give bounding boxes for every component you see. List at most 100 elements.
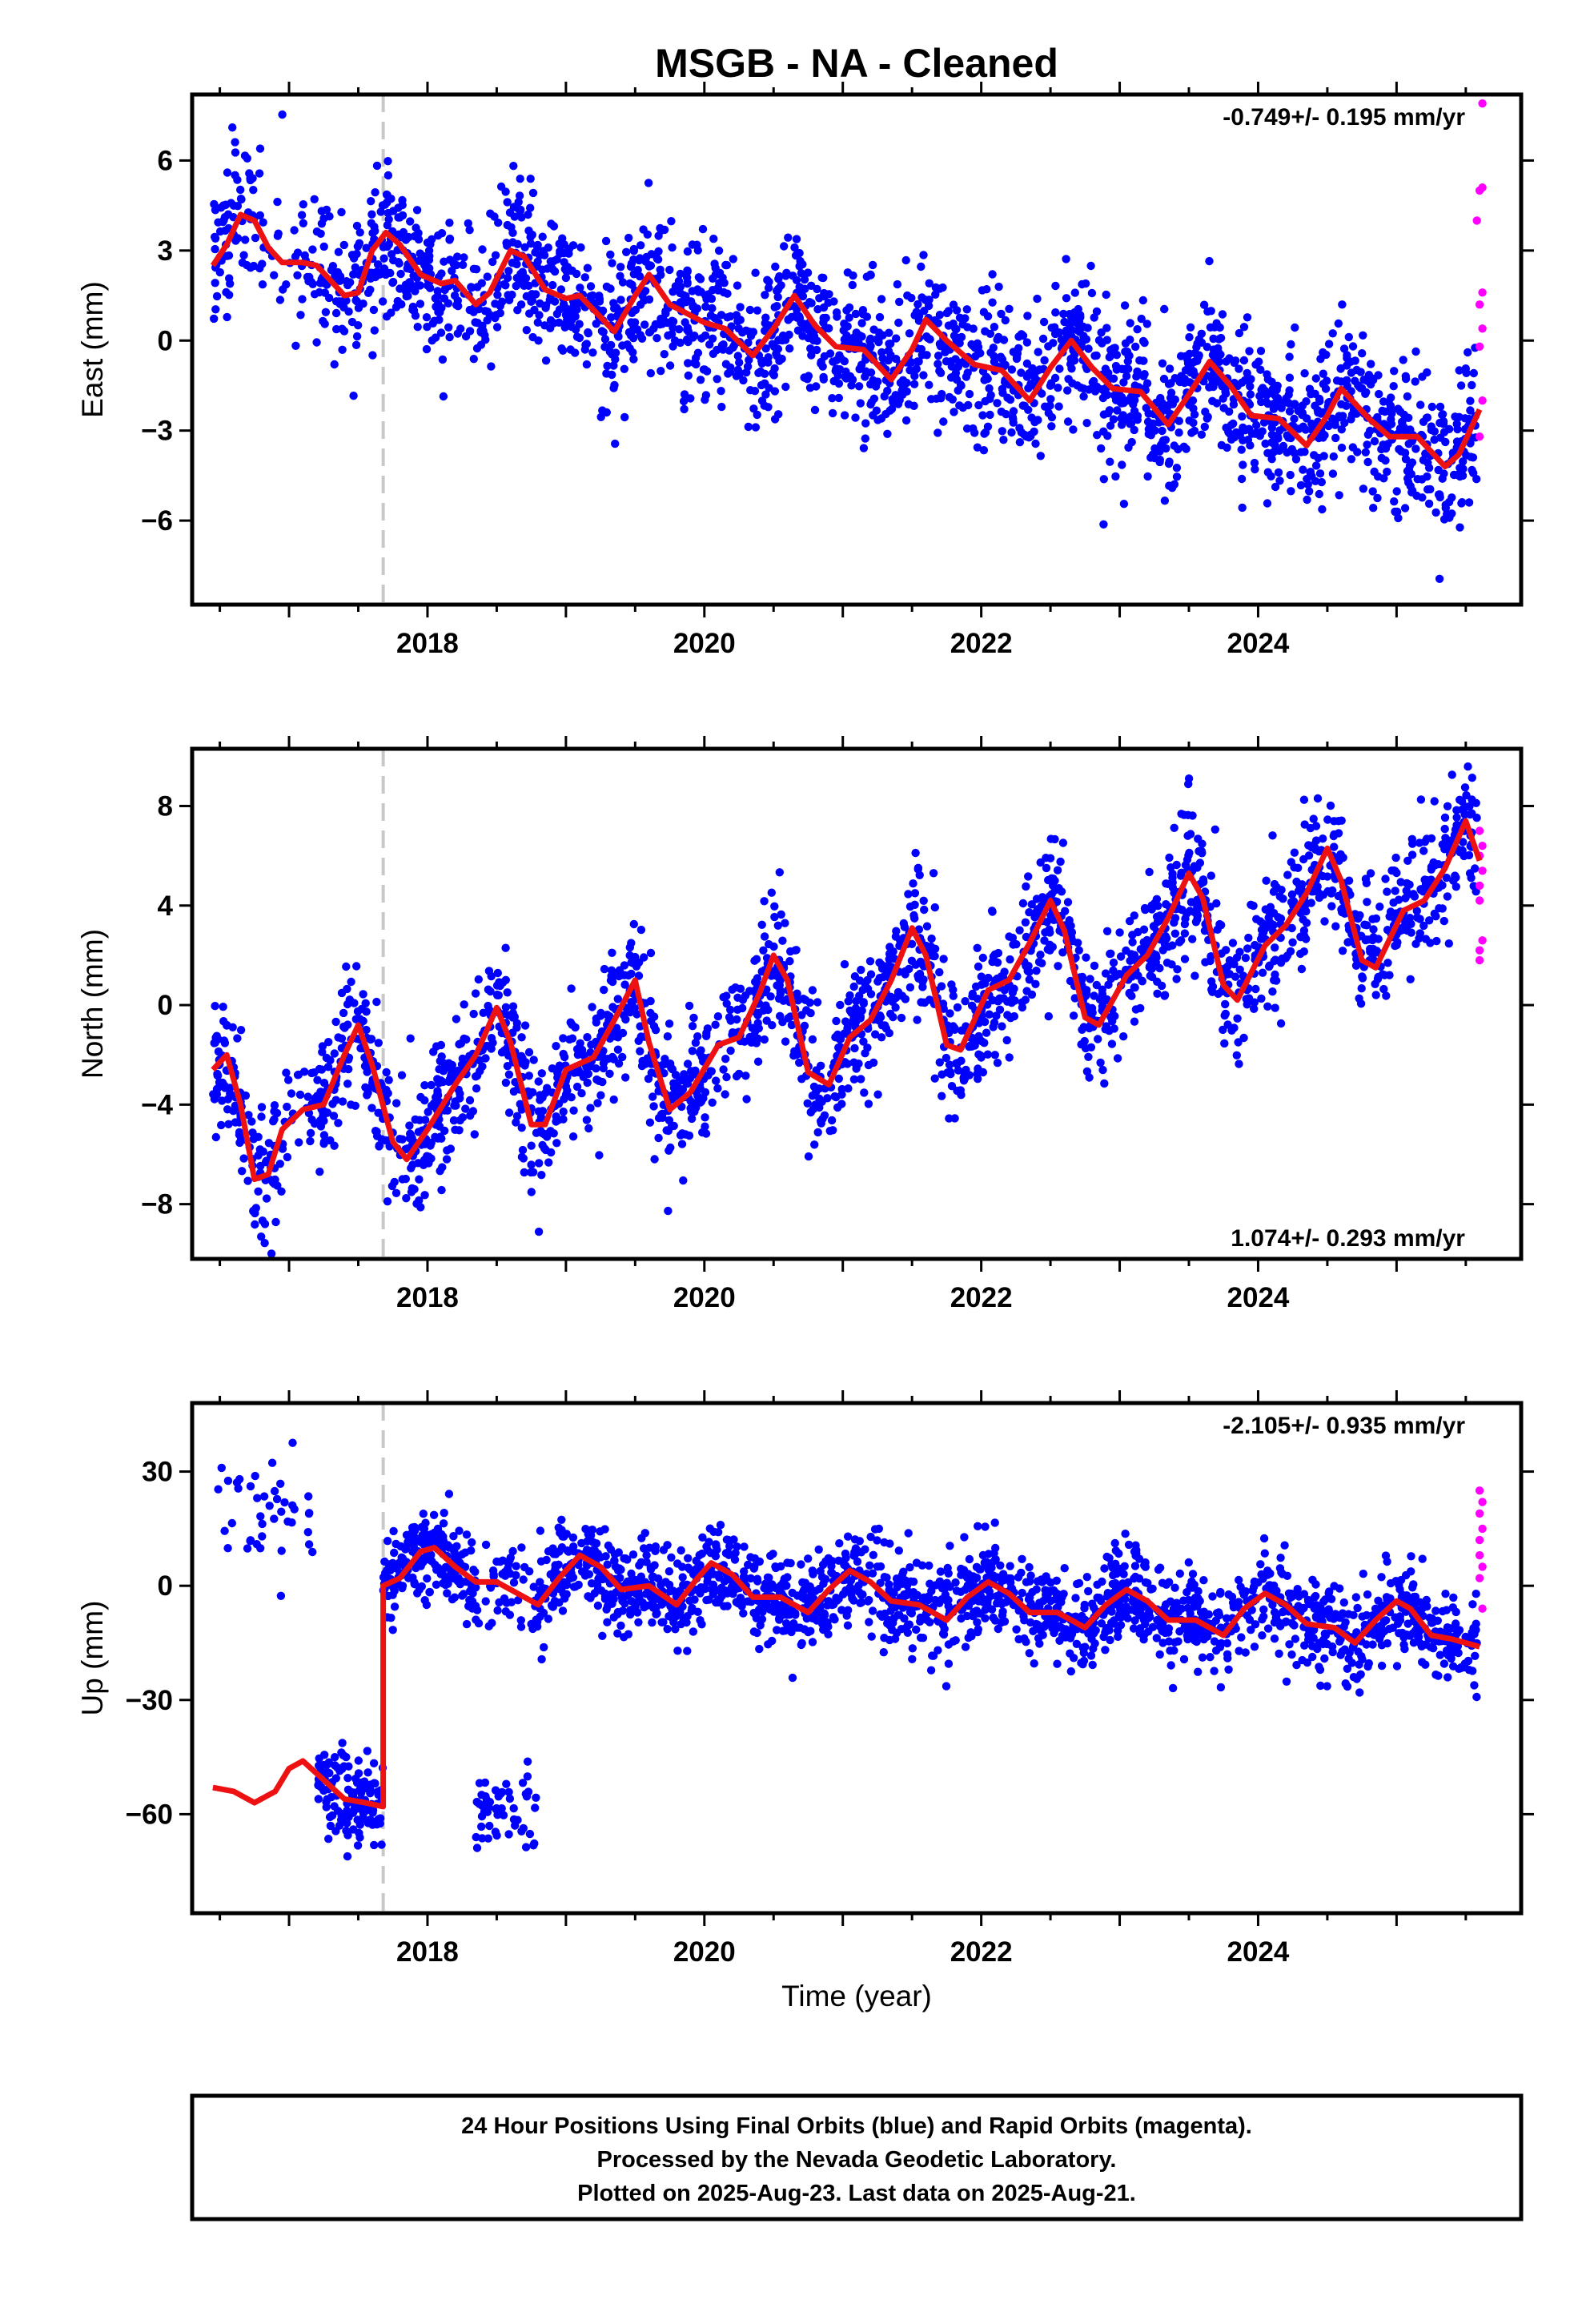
final-point	[1042, 863, 1051, 873]
final-point	[1124, 352, 1133, 360]
final-point	[254, 1132, 263, 1142]
final-point	[1303, 495, 1311, 505]
final-point	[1122, 946, 1130, 955]
final-point	[1438, 410, 1447, 419]
final-point	[346, 278, 355, 287]
final-point	[434, 308, 443, 316]
final-point	[243, 1176, 252, 1185]
final-point	[761, 291, 769, 300]
final-point	[795, 248, 804, 258]
final-point	[857, 1075, 865, 1084]
final-point	[997, 407, 1006, 416]
final-point	[745, 356, 753, 364]
final-point	[236, 185, 245, 195]
final-point	[993, 399, 1002, 408]
final-point	[479, 327, 488, 336]
final-point	[600, 343, 609, 352]
final-point	[925, 279, 934, 287]
final-point	[218, 1096, 227, 1105]
rapid-point	[1475, 826, 1484, 835]
final-point	[1383, 926, 1392, 935]
final-point	[245, 169, 254, 178]
final-point	[1452, 806, 1461, 814]
final-point	[501, 1003, 511, 1012]
final-point	[571, 1023, 580, 1032]
final-point	[498, 978, 508, 987]
final-point	[1458, 471, 1468, 480]
final-point	[644, 179, 653, 187]
final-point	[487, 1044, 496, 1053]
final-point	[1166, 388, 1176, 397]
final-point	[1118, 460, 1126, 469]
final-point	[915, 870, 924, 880]
final-point	[749, 328, 758, 336]
final-point	[1352, 365, 1361, 375]
final-point	[583, 1078, 592, 1088]
final-point	[1173, 965, 1182, 974]
final-point	[1315, 433, 1323, 443]
final-point	[561, 1090, 571, 1099]
final-point	[723, 289, 732, 298]
final-point	[1126, 956, 1134, 966]
final-point	[306, 1136, 315, 1146]
final-point	[1407, 850, 1417, 859]
final-point	[722, 999, 731, 1008]
final-point	[1440, 813, 1450, 822]
final-point	[858, 310, 868, 319]
final-point	[330, 360, 339, 369]
final-point	[845, 991, 854, 1000]
final-point	[453, 252, 462, 261]
final-point	[1239, 423, 1247, 432]
final-point	[1185, 349, 1195, 358]
final-point	[1177, 372, 1186, 380]
final-point	[1233, 1014, 1242, 1023]
east-y-tick-label: 6	[158, 145, 173, 176]
final-point	[953, 1003, 962, 1012]
final-point	[1040, 936, 1049, 945]
final-point	[1404, 440, 1413, 448]
final-point	[409, 271, 418, 280]
final-point	[512, 1118, 520, 1127]
final-point	[1128, 931, 1137, 939]
final-point	[549, 222, 559, 231]
figure-title: MSGB - NA - Cleaned	[655, 41, 1058, 86]
final-point	[1038, 389, 1046, 398]
final-point	[852, 1017, 861, 1026]
final-point	[1153, 917, 1162, 927]
final-point	[1315, 893, 1324, 903]
final-point	[1423, 834, 1431, 843]
final-point	[721, 1090, 729, 1099]
final-point	[559, 1108, 568, 1116]
final-point	[343, 1080, 352, 1088]
final-point	[797, 1075, 806, 1084]
final-point	[837, 354, 845, 363]
final-point	[810, 405, 820, 415]
rapid-point	[1475, 881, 1484, 891]
final-point	[556, 249, 564, 258]
final-point	[781, 382, 790, 392]
final-point	[754, 1023, 763, 1033]
final-point	[211, 244, 219, 254]
final-point	[1045, 925, 1054, 934]
final-point	[1207, 977, 1216, 986]
final-point	[713, 1084, 722, 1093]
final-point	[1382, 991, 1391, 1000]
final-point	[993, 335, 1002, 344]
final-point	[1307, 419, 1316, 428]
final-point	[631, 305, 640, 315]
final-point	[1307, 390, 1315, 399]
final-point	[1021, 918, 1030, 927]
final-point	[1022, 359, 1032, 368]
final-point	[1090, 961, 1099, 971]
final-point	[1018, 1003, 1027, 1012]
final-point	[552, 1117, 560, 1126]
final-point	[884, 356, 893, 365]
final-point	[909, 911, 918, 920]
final-point	[1221, 388, 1230, 396]
final-point	[893, 400, 903, 408]
final-point	[324, 293, 334, 303]
final-point	[1328, 469, 1338, 478]
final-point	[470, 1130, 479, 1139]
final-point	[275, 296, 285, 304]
final-point	[1023, 312, 1032, 320]
